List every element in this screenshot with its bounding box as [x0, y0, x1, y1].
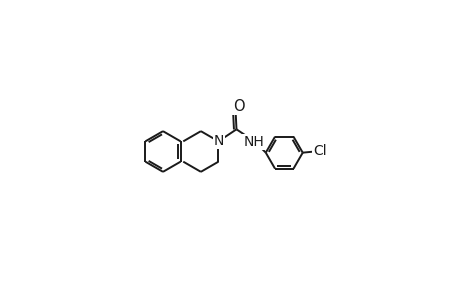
Text: NH: NH: [243, 135, 263, 149]
Text: N: N: [213, 134, 224, 148]
Text: O: O: [232, 99, 244, 114]
Text: Cl: Cl: [312, 144, 326, 158]
